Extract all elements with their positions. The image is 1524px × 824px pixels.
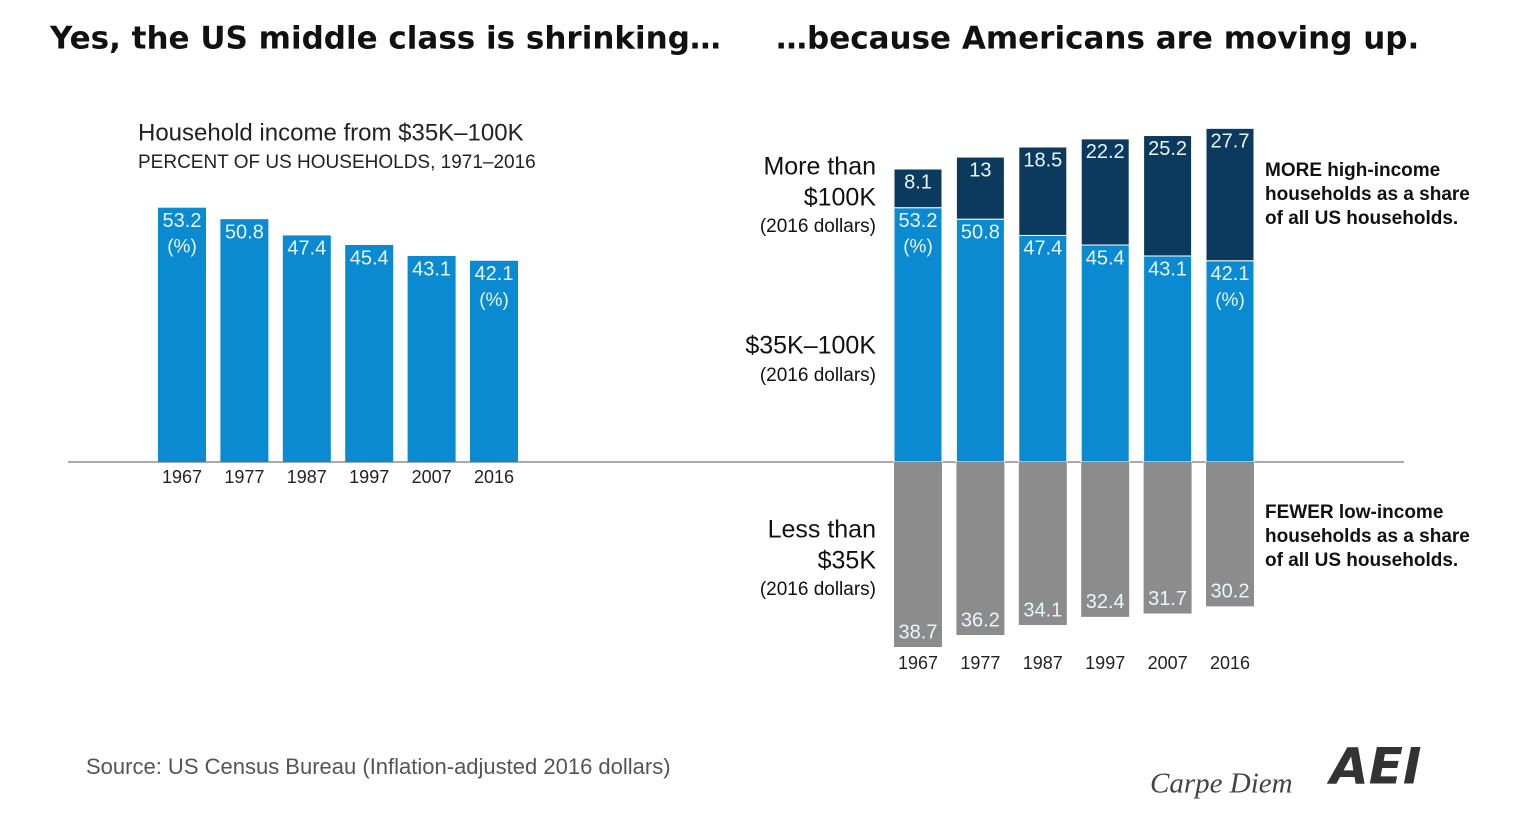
value-label: 53.2 xyxy=(899,210,938,232)
value-label: 8.1 xyxy=(904,171,932,193)
chart-title: …because Americans are moving up. xyxy=(776,21,1419,57)
series-note: (2016 dollars) xyxy=(760,579,876,600)
brand: Carpe Diem xyxy=(1150,768,1293,800)
x-tick-label: 1987 xyxy=(1023,653,1063,673)
x-tick-label: 1967 xyxy=(162,467,202,487)
value-label: 13 xyxy=(969,159,991,181)
value-label: 27.7 xyxy=(1211,131,1250,153)
value-label: 43.1 xyxy=(412,258,451,280)
bar-segment xyxy=(893,168,943,209)
value-label: 47.4 xyxy=(287,238,326,260)
x-tick-label: 2007 xyxy=(1148,653,1188,673)
bar-segment xyxy=(955,156,1005,220)
bar-segment xyxy=(955,218,1005,463)
bar-segment xyxy=(1080,138,1130,246)
bar-segment xyxy=(1143,462,1192,614)
logo: AEI xyxy=(1326,738,1421,796)
annotation: households as a share xyxy=(1265,184,1470,205)
bar-segment xyxy=(1080,244,1130,463)
x-tick-label: 1997 xyxy=(349,467,389,487)
value-label: 45.4 xyxy=(1086,247,1125,269)
x-tick-label: 1997 xyxy=(1085,653,1125,673)
value-label: 22.2 xyxy=(1086,141,1125,163)
chart-title: Yes, the US middle class is shrinking… xyxy=(49,21,721,57)
bar-segment xyxy=(1143,135,1193,257)
series-label: $35K xyxy=(818,547,877,575)
bar-segment xyxy=(1205,127,1255,262)
x-tick-label: 2007 xyxy=(412,467,452,487)
bar xyxy=(282,235,331,462)
bar-segment xyxy=(1143,255,1193,463)
annotation: MORE high-income xyxy=(1265,160,1440,181)
subtitle: Household income from $35K–100K xyxy=(138,119,524,146)
series-note: (2016 dollars) xyxy=(760,365,876,386)
unit-label: (%) xyxy=(1215,290,1245,311)
value-label: 43.1 xyxy=(1148,258,1187,280)
bar xyxy=(158,207,206,462)
value-label: 36.2 xyxy=(961,609,1000,631)
series-label: Less than xyxy=(768,516,876,544)
bar-segment xyxy=(1018,234,1068,463)
bar-segment xyxy=(1018,146,1068,236)
value-label: 30.2 xyxy=(1211,581,1250,603)
x-tick-label: 2016 xyxy=(474,467,514,487)
annotation: FEWER low-income xyxy=(1265,502,1443,523)
x-tick-label: 1977 xyxy=(224,467,264,487)
series-label: $35K–100K xyxy=(745,332,876,360)
series-label: More than xyxy=(763,153,876,181)
annotation: households as a share xyxy=(1265,526,1470,547)
x-tick-label: 1967 xyxy=(898,653,938,673)
x-tick-label: 1987 xyxy=(287,467,327,487)
value-label: 25.2 xyxy=(1148,138,1187,160)
value-label: 42.1 xyxy=(1211,263,1250,285)
value-label: 53.2 xyxy=(163,210,202,232)
value-label: 50.8 xyxy=(225,221,264,243)
bar xyxy=(345,244,394,462)
value-label: 50.8 xyxy=(961,221,1000,243)
value-label: 38.7 xyxy=(899,621,938,643)
value-label: 47.4 xyxy=(1023,238,1062,260)
bar-segment xyxy=(894,462,942,647)
unit-label: (%) xyxy=(903,237,933,258)
value-label: 34.1 xyxy=(1023,599,1062,621)
value-label: 18.5 xyxy=(1023,149,1062,171)
value-label: 31.7 xyxy=(1148,588,1187,610)
series-note: (2016 dollars) xyxy=(760,216,876,237)
annotation: of all US households. xyxy=(1265,208,1458,229)
value-label: 42.1 xyxy=(475,263,514,285)
bar-segment xyxy=(1205,260,1255,463)
bar xyxy=(407,255,456,462)
value-label: 32.4 xyxy=(1086,591,1125,613)
bar-segment xyxy=(1081,462,1130,617)
value-label: 45.4 xyxy=(350,247,389,269)
x-tick-label: 1977 xyxy=(960,653,1000,673)
x-tick-label: 2016 xyxy=(1210,653,1250,673)
unit-label: (%) xyxy=(479,290,509,311)
bar xyxy=(220,219,269,462)
series-label: $100K xyxy=(804,184,877,212)
bar-segment xyxy=(1018,462,1067,625)
annotation: of all US households. xyxy=(1265,550,1458,571)
bar-segment xyxy=(1206,462,1254,607)
bar xyxy=(470,260,518,462)
source: Source: US Census Bureau (Inflation-adju… xyxy=(86,754,671,779)
unit-label: (%) xyxy=(167,237,197,258)
caption: PERCENT OF US HOUSEHOLDS, 1971–2016 xyxy=(138,152,536,173)
bar-segment xyxy=(956,462,1005,636)
